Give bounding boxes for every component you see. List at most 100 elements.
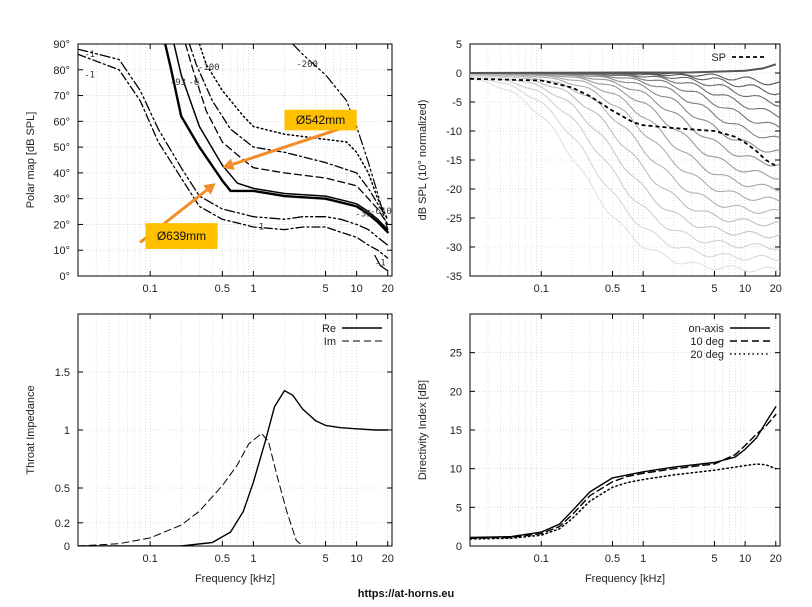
contour-label: -610 xyxy=(370,207,392,217)
x-tick-label: 10 xyxy=(351,553,363,565)
annotation-box xyxy=(284,109,357,131)
x-tick-label: 10 xyxy=(351,283,363,295)
y-tick-label: 0° xyxy=(59,271,70,283)
y-tick-label: 30° xyxy=(53,194,70,206)
off-axis-curve xyxy=(470,76,780,262)
x-tick-label: 20 xyxy=(382,553,394,565)
series-line-3 xyxy=(173,44,389,231)
y-tick-label: 1.5 xyxy=(55,367,70,379)
y-axis-label: dB SPL (10° normalized) xyxy=(417,100,429,221)
x-tick-label: 0.1 xyxy=(534,283,549,295)
reference-curve xyxy=(470,63,777,74)
x-tick-label: 10 xyxy=(739,553,751,565)
series-line-5 xyxy=(188,44,389,220)
series-line-8 xyxy=(374,254,389,272)
polar-map-chart: 0.1 0.5 1 5 10 20 0° 10° 20° 30° 40° 50° 60° 70° 80° 90… xyxy=(25,39,394,295)
y-tick-label: 15 xyxy=(450,425,462,437)
series-line-0 xyxy=(78,53,389,259)
legend-label: Re xyxy=(322,323,336,335)
y-tick-label: 0 xyxy=(456,68,462,80)
plot-frame xyxy=(469,313,781,547)
annotation-label: Ø542mm xyxy=(296,113,345,127)
y-tick-label: 20 xyxy=(450,386,462,398)
x-tick-label: 20 xyxy=(770,553,782,565)
contour-label: -93 xyxy=(170,78,186,88)
y-axis-label: Polar map [dB SPL] xyxy=(25,112,37,209)
contour-label: -100 xyxy=(198,63,220,73)
y-tick-label: 0 xyxy=(456,541,462,553)
y-tick-label: 70° xyxy=(53,91,70,103)
series-line-4 xyxy=(184,44,389,226)
x-axis-label: Frequency [kHz] xyxy=(585,573,665,585)
y-tick-label: -5 xyxy=(452,97,462,109)
x-tick-label: 20 xyxy=(382,283,394,295)
y-tick-label: 5 xyxy=(456,502,462,514)
off-axis-curve xyxy=(470,72,780,167)
y-axis-label: Directivity Index [dB] xyxy=(417,380,429,480)
x-tick-label: 20 xyxy=(770,283,782,295)
off-axis-curve xyxy=(470,73,780,227)
legend-label: on-axis xyxy=(689,323,725,335)
off-axis-curve xyxy=(470,72,780,193)
y-tick-label: -30 xyxy=(446,242,462,254)
normalized-spl-chart: 0.1 0.5 1 5 10 20 -35 -30 -25 -20 -15 -10 -5 0 5 dB SPL… xyxy=(417,39,782,295)
legend-label: 10 deg xyxy=(690,336,724,348)
x-tick-label: 0.1 xyxy=(534,553,549,565)
y-tick-label: 50° xyxy=(53,142,70,154)
y-tick-label: -25 xyxy=(446,213,462,225)
y-tick-label: 40° xyxy=(53,168,70,180)
throat-impedance-chart: 0.1 0.5 1 5 10 20 0 0.2 0.5 1 1.5 Throat Impedance F… xyxy=(25,313,394,585)
y-tick-label: 25 xyxy=(450,348,462,360)
x-tick-label: 0.5 xyxy=(605,283,620,295)
footer-url: https://at-horns.eu xyxy=(357,588,455,600)
y-tick-label: 0 xyxy=(64,541,70,553)
contour-label: -200 xyxy=(296,60,318,70)
x-tick-label: 1 xyxy=(250,283,256,295)
x-tick-label: 0.1 xyxy=(143,283,158,295)
contour-label: -6 xyxy=(188,78,199,88)
off-axis-curve xyxy=(470,72,780,202)
y-tick-label: 0.5 xyxy=(55,483,70,495)
series-line-2 xyxy=(164,44,389,234)
contour-label: -1 xyxy=(84,50,95,60)
y-tick-label: 1 xyxy=(64,425,70,437)
x-tick-label: 0.1 xyxy=(143,553,158,565)
plot-area xyxy=(470,406,777,540)
contour-label: -1 xyxy=(253,223,264,233)
x-tick-label: 10 xyxy=(739,283,751,295)
off-axis-curve xyxy=(470,72,780,153)
x-tick-label: 0.5 xyxy=(605,553,620,565)
y-tick-label: -10 xyxy=(446,126,462,138)
annotation-label: Ø639mm xyxy=(157,229,206,243)
off-axis-curve xyxy=(470,74,780,251)
legend-label-sp: SP xyxy=(711,52,726,64)
x-tick-label: 5 xyxy=(711,283,717,295)
plot-area xyxy=(470,63,780,273)
series-line-1 xyxy=(78,48,389,246)
y-tick-label: -15 xyxy=(446,155,462,167)
y-tick-label: -35 xyxy=(446,271,462,283)
x-tick-label: 5 xyxy=(323,553,329,565)
plot-area xyxy=(78,44,389,272)
off-axis-curve xyxy=(470,73,780,215)
x-tick-label: 5 xyxy=(323,283,329,295)
x-tick-label: 0.5 xyxy=(215,283,230,295)
sound-power-line xyxy=(470,77,777,167)
legend-label: 20 deg xyxy=(690,349,724,361)
series-line-6 xyxy=(198,44,389,221)
series-line-on-axis xyxy=(470,406,777,539)
y-tick-label: 20° xyxy=(53,219,70,231)
off-axis-curve xyxy=(470,78,780,273)
y-tick-label: 10 xyxy=(450,464,462,476)
x-tick-label: 1 xyxy=(640,553,646,565)
y-tick-label: 0.2 xyxy=(55,518,70,530)
contour-label: -35 xyxy=(355,210,371,220)
plot-area xyxy=(78,389,389,546)
contour-label: -1 xyxy=(84,71,95,81)
series-line-10-deg xyxy=(470,413,777,539)
y-axis-label: Throat Impedance xyxy=(25,385,37,474)
y-tick-label: 60° xyxy=(53,116,70,128)
annotation-arrowhead xyxy=(222,158,235,170)
